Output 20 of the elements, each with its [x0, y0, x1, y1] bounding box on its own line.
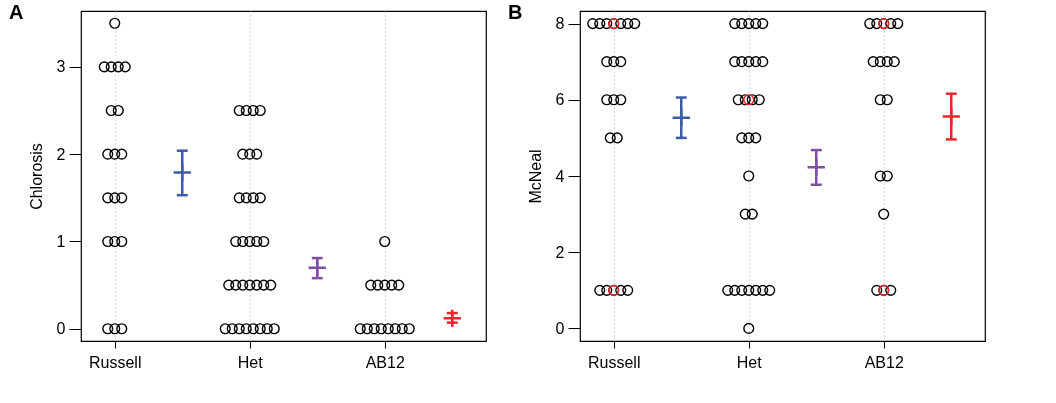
chart-title: A [9, 1, 24, 23]
y-axis-title: Chlorosis [27, 143, 45, 210]
chart-title: B [508, 1, 523, 23]
point [442, 308, 463, 329]
x-tick-label: Russell [588, 353, 641, 371]
y-axis-title: McNeal [526, 149, 544, 204]
x-tick-label: Het [237, 353, 264, 371]
y-tick-label: 2 [555, 243, 565, 261]
y-tick-label: 6 [555, 91, 565, 109]
y-tick-label: 2 [56, 145, 66, 163]
x-tick-label: AB12 [365, 353, 405, 371]
x-tick-label: Het [736, 353, 763, 371]
y-tick-label: 0 [56, 320, 66, 338]
y-tick-label: 4 [555, 167, 565, 185]
y-tick-label: 3 [56, 58, 66, 76]
y-tick-label: 8 [555, 15, 565, 33]
y-tick-label: 0 [555, 319, 565, 337]
x-tick-label: AB12 [864, 353, 904, 371]
y-tick-label: 1 [56, 232, 66, 250]
x-tick-label: Russell [89, 353, 142, 371]
